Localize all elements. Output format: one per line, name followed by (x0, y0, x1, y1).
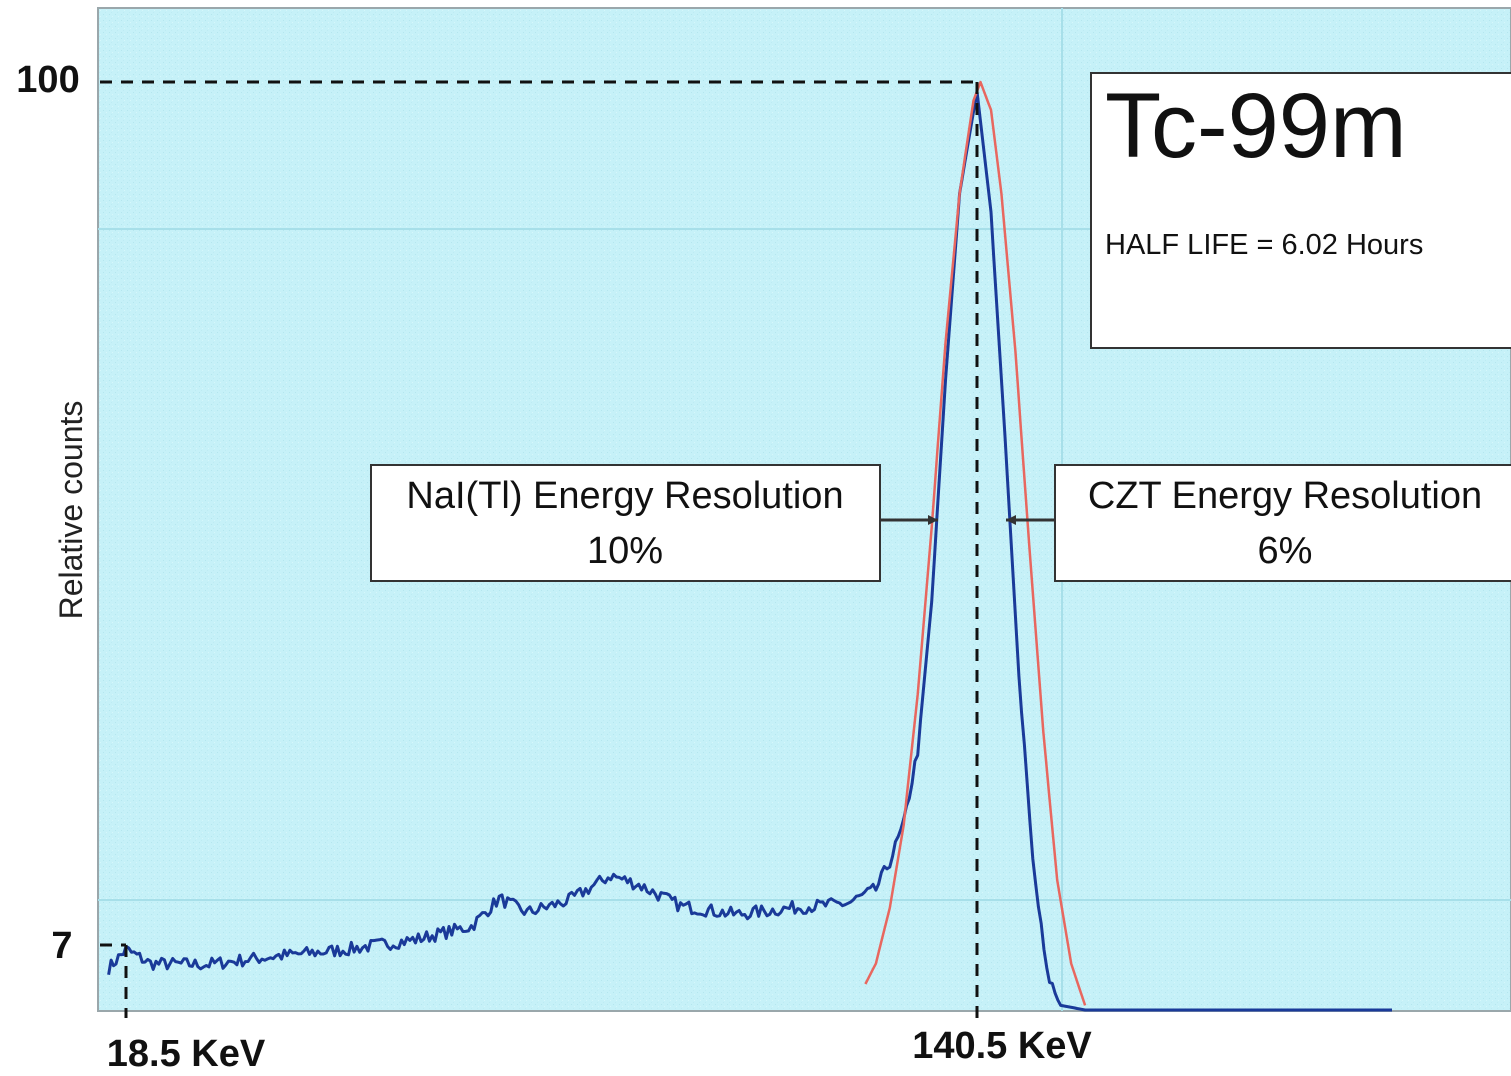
y-axis-label: Relative counts (53, 401, 89, 620)
title-box: Tc-99m HALF LIFE = 6.02 Hours (1090, 72, 1511, 349)
annotation-czt-label: CZT Energy Resolution (1088, 475, 1482, 517)
annotation-nai-value: 10% (587, 530, 663, 572)
y-tick-label-7: 7 (51, 925, 72, 967)
annotation-nai-label: NaI(Tl) Energy Resolution (406, 475, 843, 517)
reference-lines (100, 80, 979, 1018)
chart-subtitle: HALF LIFE = 6.02 Hours (1105, 229, 1423, 261)
chart-title: Tc-99m (1105, 75, 1407, 177)
series-line-1 (107, 89, 1392, 1012)
annotation-czt: CZT Energy Resolution 6% (1006, 464, 1511, 582)
annotation-czt-frame (1054, 464, 1511, 582)
annotation-nai: NaI(Tl) Energy Resolution 10% (370, 464, 938, 582)
series-layer (107, 80, 1392, 1012)
x-tick-label-140-5-kev: 140.5 KeV (912, 1025, 1092, 1067)
series-line-2 (864, 80, 1087, 1006)
annotation-czt-value: 6% (1258, 530, 1313, 572)
annotation-nai-frame (370, 464, 881, 582)
y-tick-label-100: 100 (16, 59, 79, 101)
title-box-frame (1090, 72, 1511, 349)
x-tick-label-18-5-kev: 18.5 KeV (107, 1033, 266, 1071)
